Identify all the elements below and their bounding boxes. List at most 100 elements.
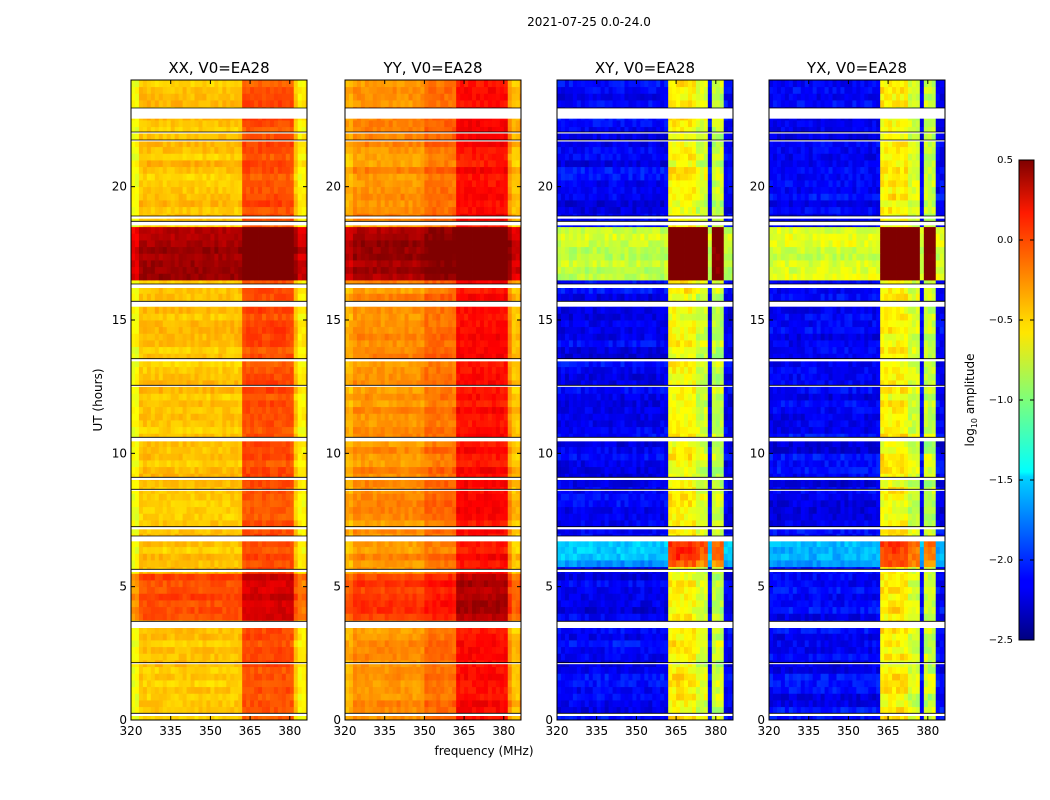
heatmap-cell — [146, 146, 152, 154]
heatmap-cell — [460, 693, 465, 701]
heatmap-cell — [226, 586, 231, 594]
heatmap-cell — [285, 433, 291, 441]
heatmap-cell — [166, 86, 172, 94]
heatmap-cell — [230, 206, 235, 214]
heatmap-cell — [273, 340, 279, 348]
heatmap-cell — [262, 493, 267, 501]
heatmap-cell — [262, 266, 267, 274]
heatmap-cell — [138, 186, 144, 194]
heatmap-cell — [142, 160, 148, 168]
heatmap-cell — [194, 253, 199, 261]
heatmap-cell — [285, 466, 291, 474]
heatmap-cell — [158, 186, 164, 194]
heatmap-cell — [222, 573, 227, 581]
heatmap-cell — [174, 380, 180, 388]
heatmap-cell — [170, 200, 176, 208]
heatmap-cell — [194, 460, 199, 468]
heatmap-cell — [242, 706, 247, 714]
heatmap-cell — [150, 100, 156, 108]
heatmap-cell — [242, 560, 247, 568]
heatmap-cell — [218, 400, 223, 408]
heatmap-cell — [206, 86, 211, 94]
heatmap-cell — [142, 713, 148, 721]
heatmap-cell — [273, 420, 279, 428]
heatmap-cell — [258, 366, 263, 374]
heatmap-cell — [178, 86, 184, 94]
heatmap-cell — [238, 420, 243, 428]
heatmap-cell — [412, 653, 417, 661]
heatmap-cell — [198, 613, 203, 621]
heatmap-cell — [178, 440, 184, 448]
heatmap-cell — [491, 646, 497, 654]
heatmap-cell — [238, 373, 243, 381]
heatmap-cell — [170, 286, 176, 294]
heatmap-cell — [202, 100, 207, 108]
heatmap-cell — [186, 580, 191, 588]
heatmap-cell — [138, 253, 144, 261]
heatmap-cell — [285, 586, 291, 594]
heatmap-cell — [281, 100, 287, 108]
heatmap-cell — [158, 686, 164, 694]
heatmap-cell — [186, 320, 191, 328]
heatmap-cell — [142, 140, 148, 148]
heatmap-cell — [138, 360, 144, 368]
heatmap-cell — [178, 586, 184, 594]
heatmap-cell — [134, 226, 140, 234]
heatmap-cell — [131, 480, 136, 488]
heatmap-cell — [154, 86, 160, 94]
heatmap-cell — [289, 286, 295, 294]
heatmap-cell — [230, 260, 235, 268]
heatmap-cell — [273, 293, 279, 301]
heatmap-cell — [440, 686, 445, 694]
heatmap-cell — [491, 653, 497, 661]
heatmap-cell — [158, 613, 164, 621]
heatmap-cell — [293, 626, 299, 634]
heatmap-cell — [146, 586, 152, 594]
heatmap-cell — [218, 386, 223, 394]
heatmap-cell — [273, 86, 279, 94]
heatmap-cell — [479, 686, 485, 694]
heatmap-cell — [273, 520, 279, 528]
heatmap-cell — [262, 526, 267, 534]
heatmap-cell — [166, 420, 172, 428]
heatmap-cell — [158, 246, 164, 254]
heatmap-cell — [162, 560, 168, 568]
heatmap-cell — [254, 580, 259, 588]
heatmap-cell — [170, 120, 176, 128]
heatmap-cell — [352, 626, 358, 634]
heatmap-cell — [301, 313, 307, 321]
heatmap-cell — [258, 353, 263, 361]
heatmap-cell — [174, 586, 180, 594]
x-tick-label: 335 — [159, 724, 182, 738]
heatmap-cell — [150, 286, 156, 294]
heatmap-cell — [131, 426, 136, 434]
heatmap-cell — [166, 706, 172, 714]
heatmap-cell — [222, 433, 227, 441]
heatmap-cell — [368, 700, 374, 708]
heatmap-cell — [234, 600, 239, 608]
heatmap-cell — [178, 286, 184, 294]
heatmap-cell — [222, 306, 227, 314]
heatmap-cell — [234, 353, 239, 361]
heatmap-cell — [190, 393, 195, 401]
heatmap-cell — [234, 380, 239, 388]
heatmap-cell — [495, 640, 501, 648]
heatmap-cell — [178, 246, 184, 254]
heatmap-cell — [356, 653, 362, 661]
heatmap-cell — [166, 126, 172, 134]
heatmap-cell — [198, 606, 203, 614]
heatmap-cell — [428, 633, 433, 641]
heatmap-cell — [281, 180, 287, 188]
heatmap-cell — [222, 460, 227, 468]
heatmap-cell — [234, 126, 239, 134]
heatmap-cell — [273, 126, 279, 134]
heatmap-cell — [210, 346, 215, 354]
heatmap-cell — [178, 233, 184, 241]
heatmap-cell — [131, 666, 136, 674]
heatmap-cell — [226, 346, 231, 354]
heatmap-cell — [487, 653, 493, 661]
heatmap-cell — [262, 273, 267, 281]
heatmap-cell — [238, 526, 243, 534]
heatmap-cell — [131, 393, 136, 401]
heatmap-cell — [186, 166, 191, 174]
